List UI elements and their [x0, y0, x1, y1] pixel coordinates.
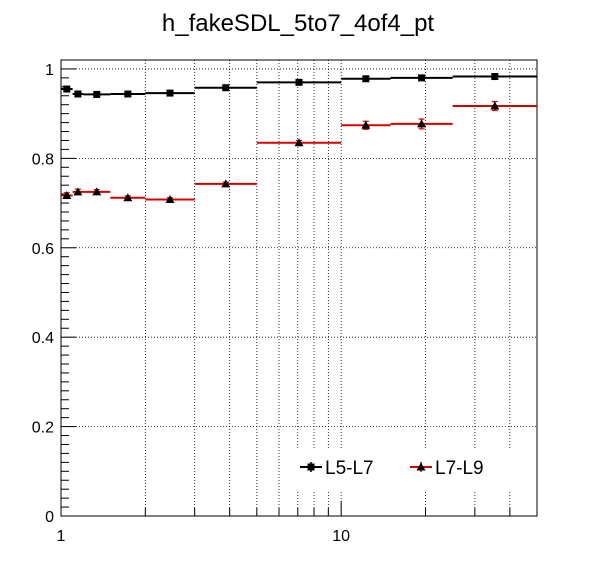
- data-point: [166, 89, 174, 97]
- plot-frame: [60, 59, 538, 517]
- data-point: [124, 90, 132, 98]
- y-tick-label: 0.6: [32, 241, 54, 258]
- data-point: [362, 75, 370, 83]
- legend-label: L7-L9: [435, 458, 484, 479]
- data-point: [294, 138, 304, 147]
- legend-item-l5-l7: L5-L7: [300, 458, 374, 479]
- data-point: [63, 85, 71, 93]
- data-point: [92, 187, 102, 196]
- y-axis: 0 0.2 0.4 0.6 0.8 1: [32, 62, 76, 526]
- grid-lines: [61, 60, 537, 516]
- data-point: [165, 194, 175, 203]
- legend-box: [295, 448, 513, 490]
- y-tick-label: 0.8: [32, 151, 54, 168]
- y-tick-label: 1: [45, 62, 54, 79]
- series-l5-l7: [61, 73, 537, 98]
- x-tick-label: 1: [57, 528, 66, 545]
- legend: L5-L7 L7-L9: [295, 448, 513, 490]
- data-point: [62, 190, 72, 199]
- chart-title: h_fakeSDL_5to7_4of4_pt: [162, 10, 435, 37]
- y-tick-label: 0: [45, 509, 54, 526]
- data-point: [74, 90, 82, 98]
- y-tick-label: 0.4: [32, 330, 54, 347]
- data-point: [221, 179, 231, 188]
- data-point: [73, 187, 83, 196]
- data-point: [222, 84, 230, 92]
- data-series: [61, 73, 537, 203]
- legend-marker: [307, 463, 315, 471]
- data-point: [123, 193, 133, 202]
- data-point: [93, 90, 101, 98]
- data-point: [418, 74, 426, 82]
- data-point: [417, 119, 427, 128]
- data-point: [491, 73, 499, 81]
- x-tick-label: 10: [332, 528, 350, 545]
- y-tick-label: 0.2: [32, 420, 54, 437]
- legend-marker: [416, 462, 426, 471]
- data-point: [295, 78, 303, 86]
- data-point: [490, 101, 500, 110]
- series-l7-l9: [61, 100, 537, 203]
- x-axis: 1 10: [57, 501, 538, 545]
- legend-item-l7-l9: L7-L9: [410, 458, 484, 479]
- data-point: [361, 120, 371, 129]
- legend-label: L5-L7: [325, 458, 374, 479]
